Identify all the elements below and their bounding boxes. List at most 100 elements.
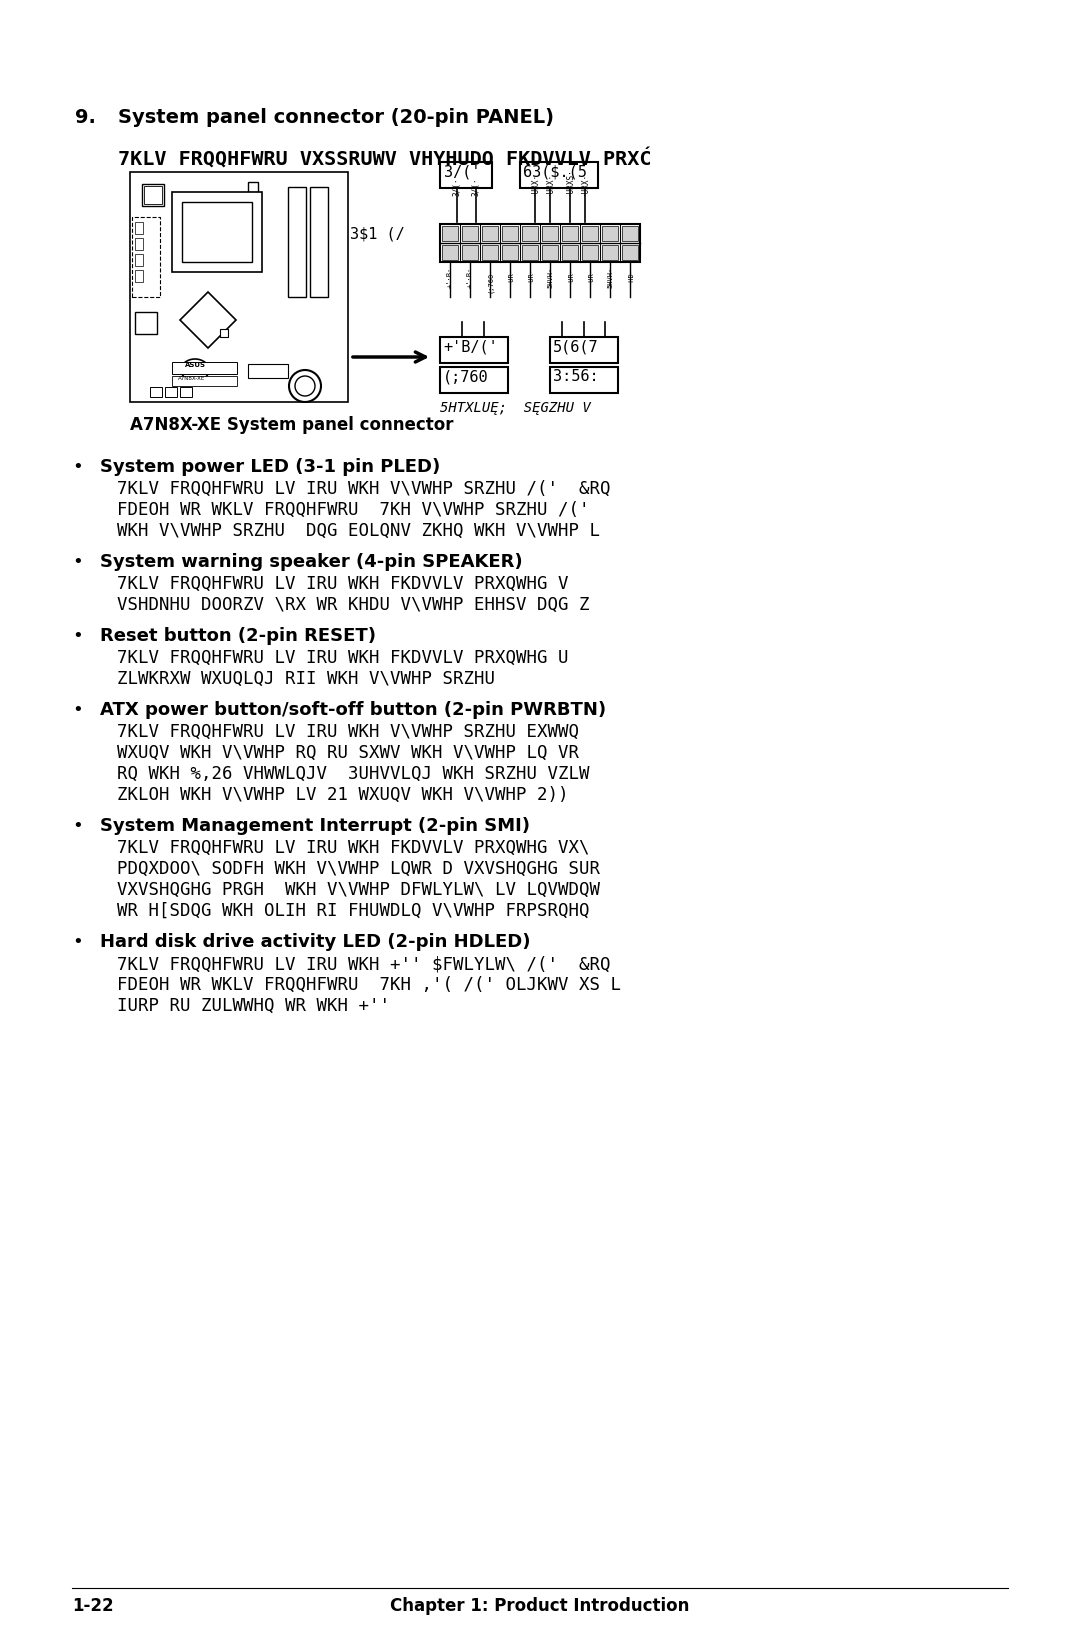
Text: System Management Interrupt (2-pin SMI): System Management Interrupt (2-pin SMI) (100, 817, 530, 835)
Text: WR H[SDQG WKH OLIH RI FHUWDLQ V\VWHP FRPSRQHQ: WR H[SDQG WKH OLIH RI FHUWDLQ V\VWHP FRP… (117, 901, 590, 919)
Bar (602, 226, 618, 241)
Bar (440, 368, 508, 394)
Text: ·UR·: ·UR· (567, 267, 573, 285)
Text: System panel connector (20-pin PANEL): System panel connector (20-pin PANEL) (118, 107, 554, 127)
Bar (562, 246, 578, 260)
Bar (172, 361, 237, 374)
Bar (582, 246, 598, 260)
Text: FDEOH WR WKLV FRQQHFWRU  7KH ,'( /(' OLJKWV XS L: FDEOH WR WKLV FRQQHFWRU 7KH ,'( /(' OLJK… (117, 976, 621, 994)
Polygon shape (180, 291, 237, 348)
Text: •: • (72, 626, 83, 644)
Text: 7KLV FRQQHFWRU LV IRU WKH FKDVVLV PRXQWHG VX\: 7KLV FRQQHFWRU LV IRU WKH FKDVVLV PRXQWH… (117, 840, 590, 857)
Bar (622, 226, 638, 241)
Ellipse shape (181, 360, 210, 381)
Bar (462, 246, 478, 260)
Text: +'B/(': +'B/(' (443, 338, 498, 355)
Text: ·URX·: ·URX· (545, 172, 554, 195)
Bar (502, 226, 518, 241)
Bar (135, 312, 157, 334)
Bar (519, 163, 598, 189)
Text: •: • (72, 932, 83, 952)
Bar (248, 364, 288, 377)
Text: 5HTXLUĘ;  SĘGZHU V: 5HTXLUĘ; SĘGZHU V (440, 400, 591, 415)
Text: Chapter 1: Product Introduction: Chapter 1: Product Introduction (390, 1598, 690, 1616)
Bar (542, 246, 558, 260)
Bar (550, 337, 618, 363)
Text: ZKLOH WKH V\VWHP LV 21 WXUQV WKH V\VWHP 2)): ZKLOH WKH V\VWHP LV 21 WXUQV WKH V\VWHP … (117, 786, 568, 804)
Bar (462, 226, 478, 241)
Circle shape (295, 376, 315, 395)
Bar (183, 202, 252, 262)
Bar (165, 387, 177, 397)
Bar (442, 226, 458, 241)
Text: IURP RU ZULWWHQ WR WKH +'': IURP RU ZULWWHQ WR WKH +'' (117, 997, 390, 1015)
Text: 5HVH·: 5HVH· (546, 267, 553, 288)
Text: 5HVH·: 5HVH· (607, 267, 613, 288)
Bar (542, 226, 558, 241)
Text: PDQXDOO\ SODFH WKH V\VWHP LQWR D VXVSHQGHG SUR: PDQXDOO\ SODFH WKH V\VWHP LQWR D VXVSHQG… (117, 861, 600, 879)
Text: ·UR·: ·UR· (507, 267, 513, 285)
Text: 7KLV FRQQHFWRU VXSSRUWV VHYHUDO FKDVVLV PRXĆ: 7KLV FRQQHFWRU VXSSRUWV VHYHUDO FKDVVLV … (118, 148, 651, 169)
Text: 3:56:: 3:56: (553, 369, 598, 384)
Text: ATX power button/soft-off button (2-pin PWRBTN): ATX power button/soft-off button (2-pin … (100, 701, 606, 719)
Text: 3/(·: 3/(· (472, 177, 481, 195)
Bar (602, 246, 618, 260)
Text: ·URX·: ·URX· (530, 172, 540, 195)
Text: 5(6(7: 5(6(7 (553, 338, 598, 355)
Bar (502, 246, 518, 260)
Text: System warning speaker (4-pin SPEAKER): System warning speaker (4-pin SPEAKER) (100, 553, 523, 571)
Bar (440, 337, 508, 363)
Text: FDEOH WR WKLV FRQQHFWRU  7KH V\VWHP SRZHU /(': FDEOH WR WKLV FRQQHFWRU 7KH V\VWHP SRZHU… (117, 501, 590, 519)
Bar (310, 187, 328, 298)
Circle shape (289, 369, 321, 402)
Bar (550, 368, 618, 394)
Text: Reset button (2-pin RESET): Reset button (2-pin RESET) (100, 626, 376, 644)
Bar (582, 226, 598, 241)
Text: 7KLV FRQQHFWRU LV IRU WKH V\VWHP SRZHU /('  &RQ: 7KLV FRQQHFWRU LV IRU WKH V\VWHP SRZHU /… (117, 480, 610, 498)
Bar (482, 246, 498, 260)
Bar (622, 246, 638, 260)
Bar (172, 376, 237, 386)
Text: 7KLV FRQQHFWRU LV IRU WKH +'' $FWLYLW\ /('  &RQ: 7KLV FRQQHFWRU LV IRU WKH +'' $FWLYLW\ /… (117, 955, 610, 973)
Bar (132, 216, 160, 298)
Text: 3/(': 3/(' (444, 164, 481, 179)
Text: 3/(·: 3/(· (453, 177, 461, 195)
Text: ·UR·: ·UR· (588, 267, 593, 285)
Bar (135, 221, 143, 234)
Bar (130, 172, 348, 402)
Text: VSHDNHU DOORZV \RX WR KHDU V\VWHP EHHSV DQG Z: VSHDNHU DOORZV \RX WR KHDU V\VWHP EHHSV … (117, 595, 590, 613)
Text: ·UR·: ·UR· (527, 267, 534, 285)
Bar (562, 226, 578, 241)
Text: 7KLV FRQQHFWRU LV IRU WKH FKDVVLV PRXQWHG U: 7KLV FRQQHFWRU LV IRU WKH FKDVVLV PRXQWH… (117, 649, 568, 667)
Text: 7KLV FRQQHFWRU LV IRU WKH V\VWHP SRZHU EXWWQ: 7KLV FRQQHFWRU LV IRU WKH V\VWHP SRZHU E… (117, 722, 579, 740)
Text: •: • (72, 553, 83, 571)
Text: 9.: 9. (75, 107, 96, 127)
Bar (135, 254, 143, 265)
Bar (288, 187, 306, 298)
Text: RQ WKH %,26 VHWWLQJV  3UHVVLQJ WKH SRZHU VZLW: RQ WKH %,26 VHWWLQJV 3UHVVLQJ WKH SRZHU … (117, 765, 590, 783)
Text: ·URXS·: ·URXS· (566, 168, 575, 195)
Text: A7N8X-XE: A7N8X-XE (178, 376, 205, 381)
Bar (482, 226, 498, 241)
Bar (440, 225, 640, 262)
Bar (144, 185, 162, 203)
Text: System power LED (3-1 pin PLED): System power LED (3-1 pin PLED) (100, 457, 441, 477)
Bar (150, 387, 162, 397)
Bar (442, 246, 458, 260)
Text: •: • (72, 457, 83, 477)
Text: •: • (72, 817, 83, 835)
Bar (220, 329, 228, 337)
Text: 63($.(5: 63($.(5 (523, 164, 586, 179)
Bar (141, 184, 164, 207)
Bar (248, 182, 258, 192)
Text: WXUQV WKH V\VWHP RQ RU SXWV WKH V\VWHP LQ VR: WXUQV WKH V\VWHP RQ RU SXWV WKH V\VWHP L… (117, 744, 579, 761)
Text: •: • (72, 701, 83, 719)
Text: +'·B·: +'·B· (467, 267, 473, 288)
Bar (135, 238, 143, 251)
Bar (522, 226, 538, 241)
Text: +'·B·: +'·B· (447, 267, 453, 288)
Bar (172, 192, 262, 272)
Text: (;760: (;760 (443, 369, 488, 384)
Text: 7KLV FRQQHFWRU LV IRU WKH FKDVVLV PRXQWHG V: 7KLV FRQQHFWRU LV IRU WKH FKDVVLV PRXQWH… (117, 574, 568, 592)
Text: (;760·: (;760· (487, 267, 494, 293)
